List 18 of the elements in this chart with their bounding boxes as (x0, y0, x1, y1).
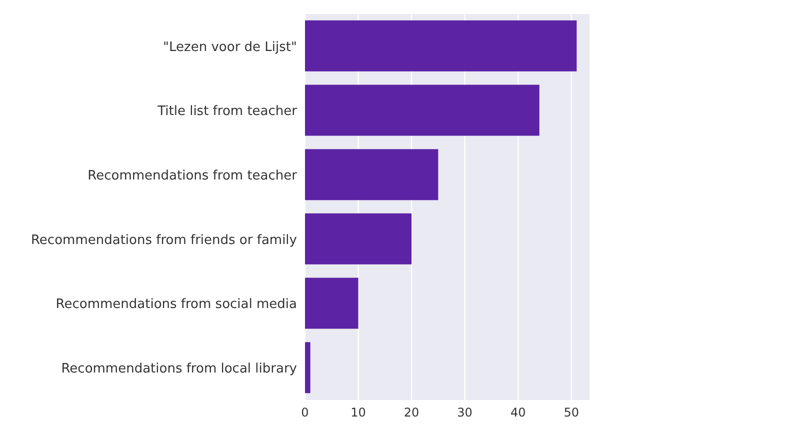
y-tick-label: Recommendations from social media (56, 297, 297, 312)
y-tick-label: Recommendations from local library (61, 361, 298, 376)
x-tick-label: 20 (404, 406, 420, 420)
y-tick-label: Recommendations from friends or family (30, 232, 298, 248)
x-tick-label: 50 (564, 406, 579, 420)
y-tick-label: Title list from teacher (156, 104, 298, 120)
bar (305, 213, 412, 264)
y-tick-label: Recommendations from teacher (88, 168, 298, 184)
bar (305, 278, 358, 329)
x-tick-label: 10 (350, 406, 366, 420)
y-tick-label: "Lezen voor de Lijst" (163, 40, 297, 55)
x-tick-label: 0 (301, 406, 309, 420)
bar (305, 84, 540, 136)
x-tick-label: 40 (510, 406, 526, 420)
bar (305, 20, 577, 72)
x-tick-label: 30 (457, 406, 472, 420)
bar (305, 149, 438, 200)
bar (305, 342, 310, 394)
